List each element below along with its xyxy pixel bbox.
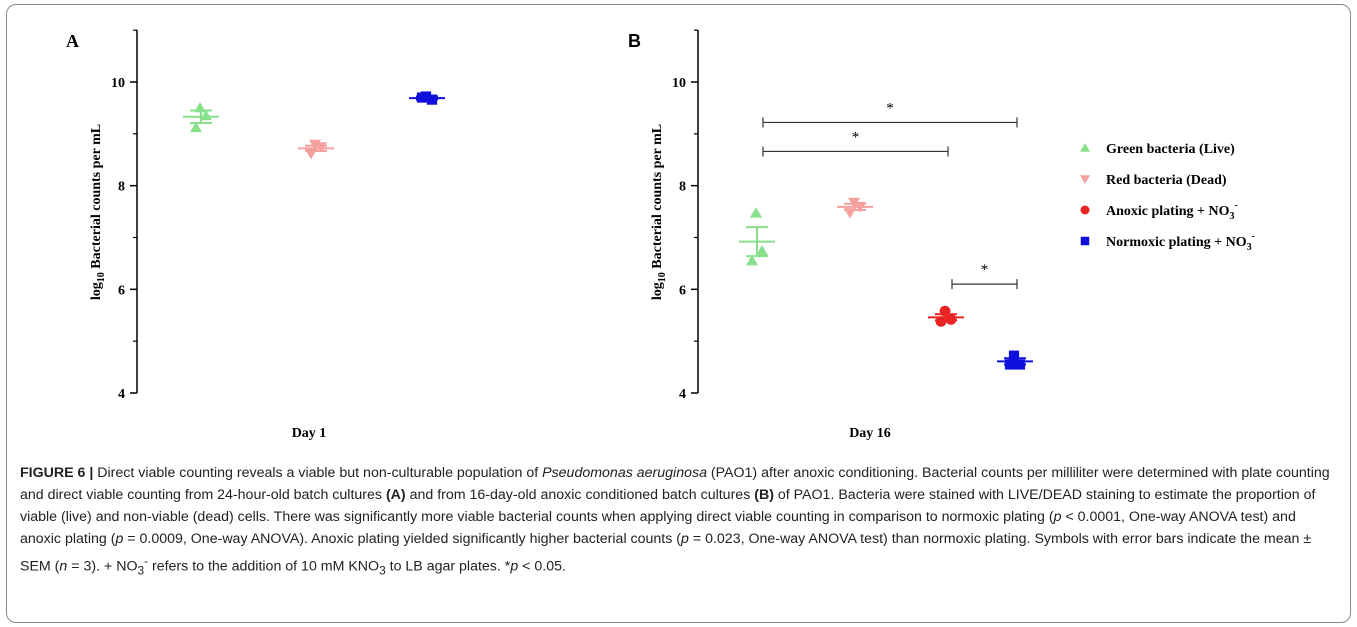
panel-b-xlabel: Day 16: [849, 426, 891, 441]
significance-star: *: [886, 100, 894, 116]
panel-a-series-square: [409, 91, 445, 105]
caption-text: = 3). + NO: [67, 558, 138, 575]
significance-bracket: *: [762, 100, 1018, 128]
panel-b-ytick-label: 6: [679, 283, 686, 298]
panel-a-data-point: [190, 121, 202, 133]
legend: Green bacteria (Live) Red bacteria (Dead)…: [1080, 142, 1255, 253]
caption-sup: -: [144, 554, 149, 568]
caption-label: FIGURE 6 |: [20, 465, 94, 481]
panel-b-data-point: [756, 244, 768, 256]
legend-item: Normoxic plating + NO3-: [1080, 231, 1255, 253]
panel-b-series-triangle-up: [739, 207, 775, 266]
panel-b-ytick-label: 8: [679, 180, 686, 195]
caption-sub: 3: [137, 563, 145, 578]
caption-ref-a: (A): [385, 487, 406, 503]
caption-text: < 0.0001, One-way ANOVA test) and anoxic…: [20, 509, 1296, 547]
legend-item: Green bacteria (Live): [1080, 142, 1235, 157]
figure-canvas: A 4 6 8 10 log10 Bacterial counts per mL Da…: [66, 29, 1255, 441]
legend-label: Red bacteria (Dead): [1106, 173, 1227, 188]
panel-a-ytick-label: 6: [118, 283, 125, 298]
panel-b-data-point: [750, 207, 762, 218]
panel-a-xlabel: Day 1: [292, 426, 327, 441]
caption-text: (PAO1) after anoxic conditioning. Bacter…: [20, 465, 1330, 503]
legend-marker: [1080, 205, 1090, 215]
significance-bracket: *: [951, 262, 1018, 290]
caption-p: p: [681, 531, 689, 547]
caption-text: = 0.0009, One-way ANOVA). Anoxic plating…: [123, 531, 682, 547]
panel-b-ytick-label: 4: [679, 387, 686, 402]
panel-b-series-triangle-down: [837, 197, 873, 219]
panel-b-ylabel: log10 Bacterial counts per mL: [650, 124, 668, 300]
caption-sub: 3: [379, 563, 386, 578]
significance-star: *: [981, 262, 989, 278]
panel-a-label: A: [66, 31, 79, 51]
panel-b-series-square: [997, 350, 1033, 370]
significance-star: *: [852, 129, 860, 145]
legend-item: Anoxic plating + NO3-: [1080, 200, 1238, 222]
panel-b-data-point: [746, 254, 758, 266]
panel-a-series-triangle-up: [183, 101, 219, 133]
legend-label: Normoxic plating + NO3-: [1106, 231, 1255, 253]
legend-marker: [1080, 175, 1090, 184]
caption-text: = 0.023, One-way ANOVA test) than normox…: [20, 531, 1312, 575]
caption-p: p: [510, 558, 519, 575]
caption-text: to LB agar plates. *: [385, 558, 511, 575]
panel-a-ytick-label: 8: [118, 180, 125, 195]
caption-text: < 0.05.: [518, 558, 566, 575]
panel-b-label: B: [628, 31, 641, 51]
panel-b-series-circle: [928, 305, 964, 327]
panel-b-data-point: [1008, 350, 1020, 361]
figure-caption: FIGURE 6 | Direct viable counting reveal…: [20, 462, 1340, 582]
significance-bracket: *: [762, 129, 949, 157]
panel-b-ytick-label: 10: [672, 76, 686, 91]
caption-text: and from 16-day-old anoxic conditioned b…: [405, 487, 755, 503]
caption-p: p: [1053, 509, 1062, 525]
legend-item: Red bacteria (Dead): [1080, 173, 1227, 188]
panel-a-ytick-label: 10: [111, 76, 125, 91]
panel-a-series-triangle-down: [298, 139, 334, 160]
legend-marker: [1080, 236, 1090, 246]
caption-p: p: [115, 531, 124, 547]
panel-b: B 4 6 8 10 log10 Bacterial counts per mL Da…: [628, 29, 1033, 441]
caption-text: refers to the addition of 10 mM KNO: [148, 558, 380, 575]
caption-text: of PAO1. Bacteria were stained with LIVE…: [20, 487, 1316, 525]
figure-frame: [6, 4, 1351, 623]
legend-label: Green bacteria (Live): [1106, 142, 1235, 157]
caption-n: n: [59, 558, 68, 575]
panel-b-data-point: [935, 316, 947, 327]
panel-a-ylabel: log10 Bacterial counts per mL: [89, 124, 107, 300]
legend-label: Anoxic plating + NO3-: [1106, 200, 1238, 222]
panel-a-ytick-label: 4: [118, 387, 125, 402]
panel-b-data-point: [945, 313, 957, 325]
caption-species: Pseudomonas aeruginosa: [542, 465, 707, 481]
caption-text: Direct viable counting reveals a viable …: [93, 465, 543, 481]
legend-marker: [1080, 143, 1090, 152]
panel-a: A 4 6 8 10 log10 Bacterial counts per mL Da…: [66, 29, 445, 441]
caption-ref-b: (B): [754, 487, 774, 503]
